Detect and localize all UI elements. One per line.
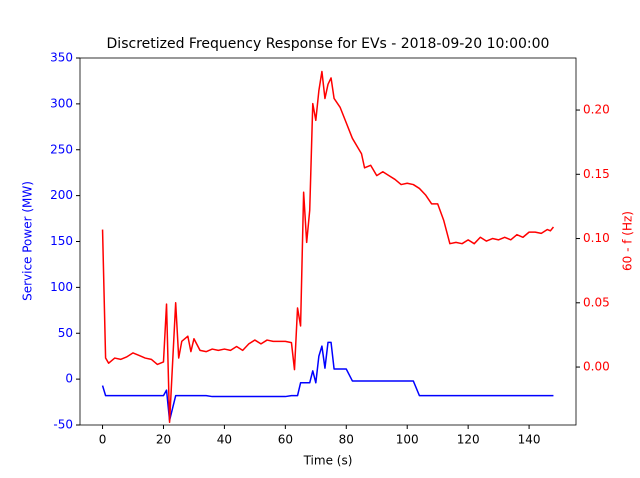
chart-title: Discretized Frequency Response for EVs -… — [107, 36, 550, 52]
y2-tick-label: 0.15 — [583, 167, 610, 181]
y-tick-label: 200 — [50, 188, 73, 202]
x-tick-label: 40 — [217, 433, 232, 447]
x-tick-label: 80 — [339, 433, 354, 447]
y2-axis-label: 60 - f (Hz) — [621, 211, 635, 271]
y-tick-label: 150 — [50, 234, 73, 248]
y2-tick-label: 0.05 — [583, 295, 610, 309]
x-tick-label: 100 — [396, 433, 419, 447]
x-tick-label: 0 — [99, 433, 107, 447]
x-tick-label: 20 — [156, 433, 171, 447]
data-line — [101, 70, 555, 424]
y2-tick-label: 0.10 — [583, 231, 610, 245]
x-tick-label: 140 — [518, 433, 541, 447]
y-tick-label: 100 — [50, 280, 73, 294]
y2-tick-label: 0.00 — [583, 360, 610, 374]
x-tick-label: 120 — [457, 433, 480, 447]
y-tick-label: 50 — [58, 326, 73, 340]
y-tick-label: -50 — [53, 418, 73, 432]
data-line — [101, 341, 554, 422]
y-axis-label: Service Power (MW) — [21, 181, 35, 301]
x-tick-label: 60 — [278, 433, 293, 447]
y-tick-label: 300 — [50, 96, 73, 110]
y-tick-label: 350 — [50, 51, 73, 65]
plot-frame — [79, 57, 577, 426]
y-tick-label: 0 — [65, 372, 73, 386]
x-axis-label: Time (s) — [303, 454, 353, 468]
y-tick-label: 250 — [50, 142, 73, 156]
y2-tick-label: 0.20 — [583, 103, 610, 117]
